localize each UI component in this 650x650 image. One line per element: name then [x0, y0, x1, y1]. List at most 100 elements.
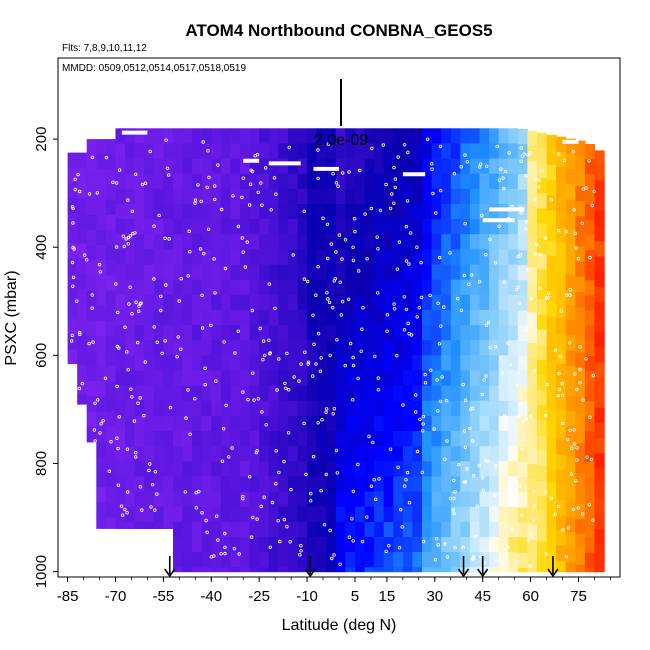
observation-point [282, 459, 286, 464]
heat-cell [584, 522, 596, 539]
observation-point [525, 328, 529, 333]
heat-cell [153, 264, 164, 281]
heat-cell [335, 446, 346, 462]
heat-cell [316, 400, 327, 417]
heat-cell [144, 204, 155, 220]
heat-cell [383, 567, 394, 573]
observation-point [544, 296, 549, 300]
heat-cell [182, 204, 193, 220]
heat-cell [173, 128, 184, 144]
heat-cell [240, 249, 251, 266]
heat-cell [479, 143, 490, 160]
observation-point [376, 291, 380, 295]
heat-cell [144, 249, 155, 266]
heat-cell [173, 506, 184, 523]
observation-point [101, 419, 105, 423]
heat-cell [508, 506, 519, 523]
heat-cell [402, 521, 414, 538]
observation-point [585, 455, 589, 459]
heat-cell [441, 431, 452, 447]
heat-cell [364, 370, 375, 387]
observation-point [516, 371, 521, 375]
heat-cell [86, 381, 97, 397]
heat-cell [201, 234, 212, 250]
heat-cell [460, 415, 471, 432]
heat-cell [278, 309, 289, 326]
observation-point [340, 257, 344, 261]
heat-cell [345, 204, 356, 220]
heat-cell [201, 431, 212, 447]
observation-point [543, 490, 548, 494]
heat-cell [96, 396, 107, 413]
heat-cell [77, 364, 88, 381]
heat-cell [355, 491, 366, 508]
flights-note: Flts: 7,8,9,10,11,12 [62, 43, 147, 54]
heat-cell [479, 294, 490, 311]
heat-cell [575, 473, 586, 490]
y-tick-label: 800 [33, 451, 50, 476]
heat-cell [383, 506, 394, 523]
heat-cell [182, 309, 193, 326]
observation-point [122, 244, 126, 249]
heat-cell [422, 537, 433, 553]
heat-cell [498, 521, 509, 538]
heat-cell [134, 521, 145, 529]
heat-cell [355, 158, 366, 175]
observation-point [92, 448, 97, 452]
observation-point [138, 485, 143, 489]
heat-cell [422, 188, 433, 205]
heat-cell [307, 204, 318, 220]
heat-cell [297, 325, 308, 341]
heat-cell [335, 552, 346, 568]
heat-cell [173, 537, 184, 553]
heat-cell [125, 506, 136, 523]
heat-cell [105, 426, 117, 443]
heat-cell [240, 234, 251, 250]
heat-cell [479, 128, 490, 144]
observation-point [486, 320, 491, 325]
heat-cell [115, 461, 126, 477]
heat-cell [268, 431, 279, 447]
heat-cell [527, 403, 538, 420]
heat-cell [422, 325, 433, 341]
observation-point [243, 265, 248, 269]
heat-cell [316, 143, 327, 160]
heat-cell [517, 250, 528, 266]
heat-cell [527, 373, 538, 389]
heat-cell [374, 128, 385, 144]
observation-point [538, 286, 542, 290]
heat-cell [489, 188, 500, 205]
heat-cell [307, 325, 318, 341]
heat-cell [584, 189, 596, 206]
observation-point [136, 309, 141, 313]
heat-cell [374, 521, 385, 538]
observation-point [77, 189, 82, 194]
heat-cell [220, 279, 232, 296]
heat-cell [374, 400, 385, 417]
heat-cell [259, 294, 270, 311]
heat-cell [220, 188, 232, 205]
heat-cell [220, 537, 232, 553]
heat-cell [268, 567, 279, 573]
heat-cell [431, 219, 442, 235]
observation-point [214, 379, 218, 383]
observation-point [115, 384, 119, 389]
heat-cell [96, 320, 107, 337]
observation-point [406, 150, 410, 154]
observation-point [384, 182, 388, 187]
heat-cell [546, 225, 557, 242]
heat-cell [441, 294, 452, 311]
heat-cell [192, 279, 203, 296]
observation-point [472, 474, 476, 478]
heat-cell [163, 491, 174, 508]
heat-cell [144, 158, 155, 175]
heat-cell [173, 279, 184, 296]
heat-cell [345, 143, 356, 160]
observation-point [148, 462, 152, 466]
heat-cell [249, 506, 260, 523]
heat-cell [479, 355, 490, 371]
heat-cell [211, 309, 222, 326]
heat-cell [259, 370, 270, 387]
heat-cell [287, 461, 299, 477]
heat-cell [125, 491, 136, 508]
